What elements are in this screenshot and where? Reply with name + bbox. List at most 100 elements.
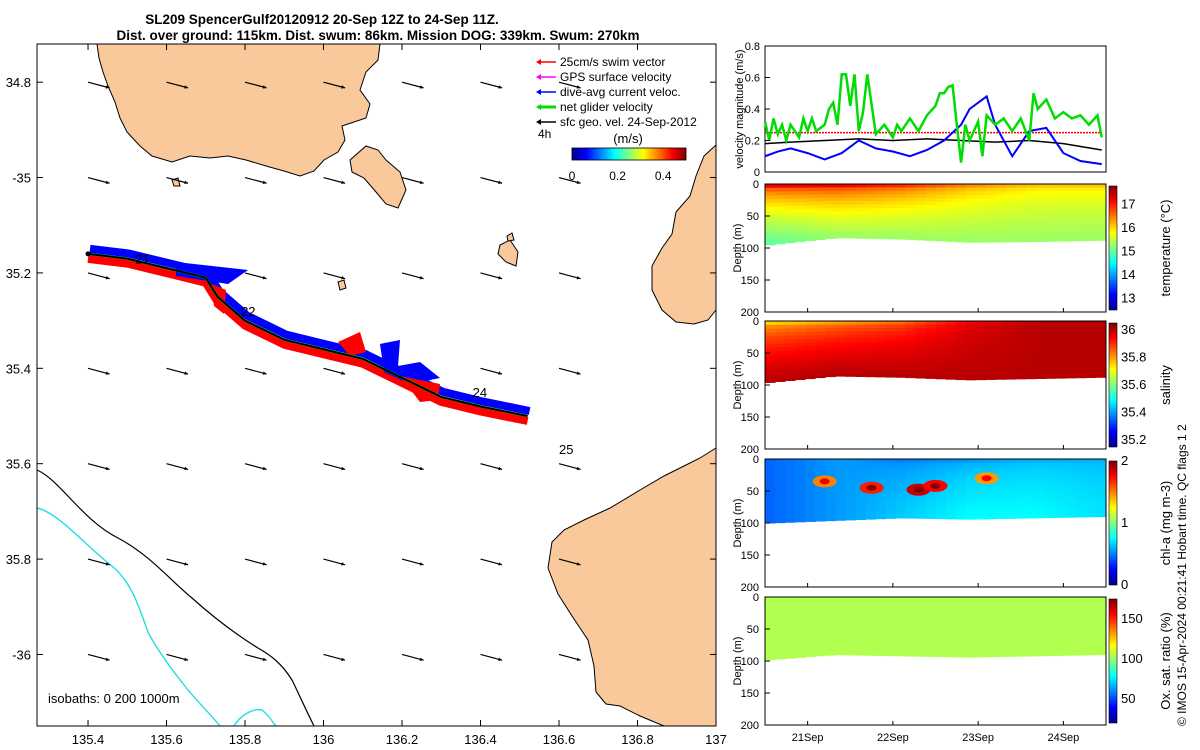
section-cell (775, 221, 786, 226)
section-cell (785, 498, 796, 503)
section-cell (965, 489, 977, 494)
section-cell (995, 238, 1007, 243)
section-cell (1025, 205, 1037, 210)
section-cell (845, 640, 856, 645)
section-cell (815, 370, 826, 375)
section-cell (915, 477, 926, 482)
section-cell (775, 655, 786, 660)
section-cell (1055, 513, 1067, 518)
section-cell (835, 497, 846, 502)
section-cell (845, 324, 856, 329)
section-cell (995, 604, 1007, 609)
section-cell (1015, 484, 1027, 490)
section-cell (915, 630, 926, 635)
section-cell (1005, 342, 1017, 347)
section-cell (895, 615, 906, 620)
section-cell (785, 332, 796, 337)
section-cell (1095, 505, 1107, 510)
section-cell (825, 373, 836, 378)
section-cell (805, 364, 816, 369)
section-cell (875, 184, 886, 188)
section-cell (905, 321, 916, 326)
section-cell (925, 331, 936, 336)
section-cell (1095, 647, 1107, 652)
section-cell (955, 227, 967, 232)
section-cell (915, 473, 926, 479)
section-cell (765, 644, 776, 649)
section-cell (905, 641, 916, 646)
section-cell (865, 345, 876, 350)
section-cell (895, 600, 906, 605)
section-cell (1025, 466, 1037, 471)
section-cell (865, 211, 876, 216)
section-cell (855, 636, 866, 642)
section-cell (1045, 499, 1057, 504)
section-cell (905, 604, 916, 609)
section-cell (775, 482, 786, 488)
section-cell (835, 358, 846, 363)
section-cell (945, 371, 957, 377)
section-cell (1015, 184, 1027, 189)
section-cell (935, 623, 947, 628)
section-cell (855, 207, 866, 212)
section-cell (805, 184, 816, 189)
section-cell (945, 492, 957, 497)
section-cell (995, 371, 1007, 377)
geo-velocity-arrow (166, 176, 189, 184)
section-cell (875, 327, 886, 332)
section-cell (915, 514, 926, 519)
section-cell (795, 653, 806, 658)
glider-track (87, 252, 528, 417)
section-cell (1015, 597, 1027, 602)
section-cell (825, 221, 836, 226)
section-cell (995, 503, 1007, 508)
section-cell (1065, 328, 1077, 333)
geo-velocity-arrow (323, 272, 346, 280)
section-cell (1025, 604, 1037, 609)
section-cell (855, 190, 866, 195)
section-cell (1005, 230, 1017, 236)
section-cell (955, 353, 967, 359)
section-cell (885, 629, 896, 635)
geo-velocity-arrow (401, 463, 424, 470)
section-cell (955, 331, 967, 337)
section-cell (825, 197, 836, 202)
section-cell (1045, 637, 1057, 642)
section-cell (825, 489, 836, 495)
section-cell (995, 623, 1007, 628)
section-cell (765, 347, 776, 353)
section-cell (985, 213, 997, 218)
section-cell (785, 376, 796, 382)
section-cell (815, 641, 826, 646)
geo-velocity-arrow (87, 463, 110, 470)
section-cell (1035, 641, 1047, 646)
section-cell (995, 223, 1007, 228)
section-cell (965, 653, 977, 658)
section-cell (1005, 473, 1017, 479)
section-cell (965, 623, 977, 628)
section-cell (1055, 648, 1067, 653)
section-cell (925, 597, 936, 602)
section-cell (785, 514, 796, 519)
section-cell (855, 626, 866, 631)
section-cell (905, 190, 916, 195)
section-cell (1025, 367, 1037, 372)
swim-vector-band (87, 254, 529, 425)
section-cell (945, 187, 957, 192)
section-cell (905, 510, 916, 515)
section-cell (975, 645, 987, 650)
section-cell (1065, 331, 1077, 336)
section-cell (1005, 652, 1017, 657)
section-cell (955, 234, 967, 239)
section-cell (915, 615, 926, 620)
section-cell (1035, 364, 1047, 369)
credit-text: © IMOS 15-Apr-2024 00:21:41 Hobart time.… (1175, 424, 1189, 726)
section-cell (855, 644, 866, 649)
section-cell (1095, 459, 1107, 464)
section-cell (795, 649, 806, 655)
section-cell (935, 492, 947, 497)
section-cell (1085, 328, 1097, 333)
section-cell (1045, 488, 1057, 493)
section-cell (845, 508, 856, 513)
section-cell (945, 375, 957, 380)
